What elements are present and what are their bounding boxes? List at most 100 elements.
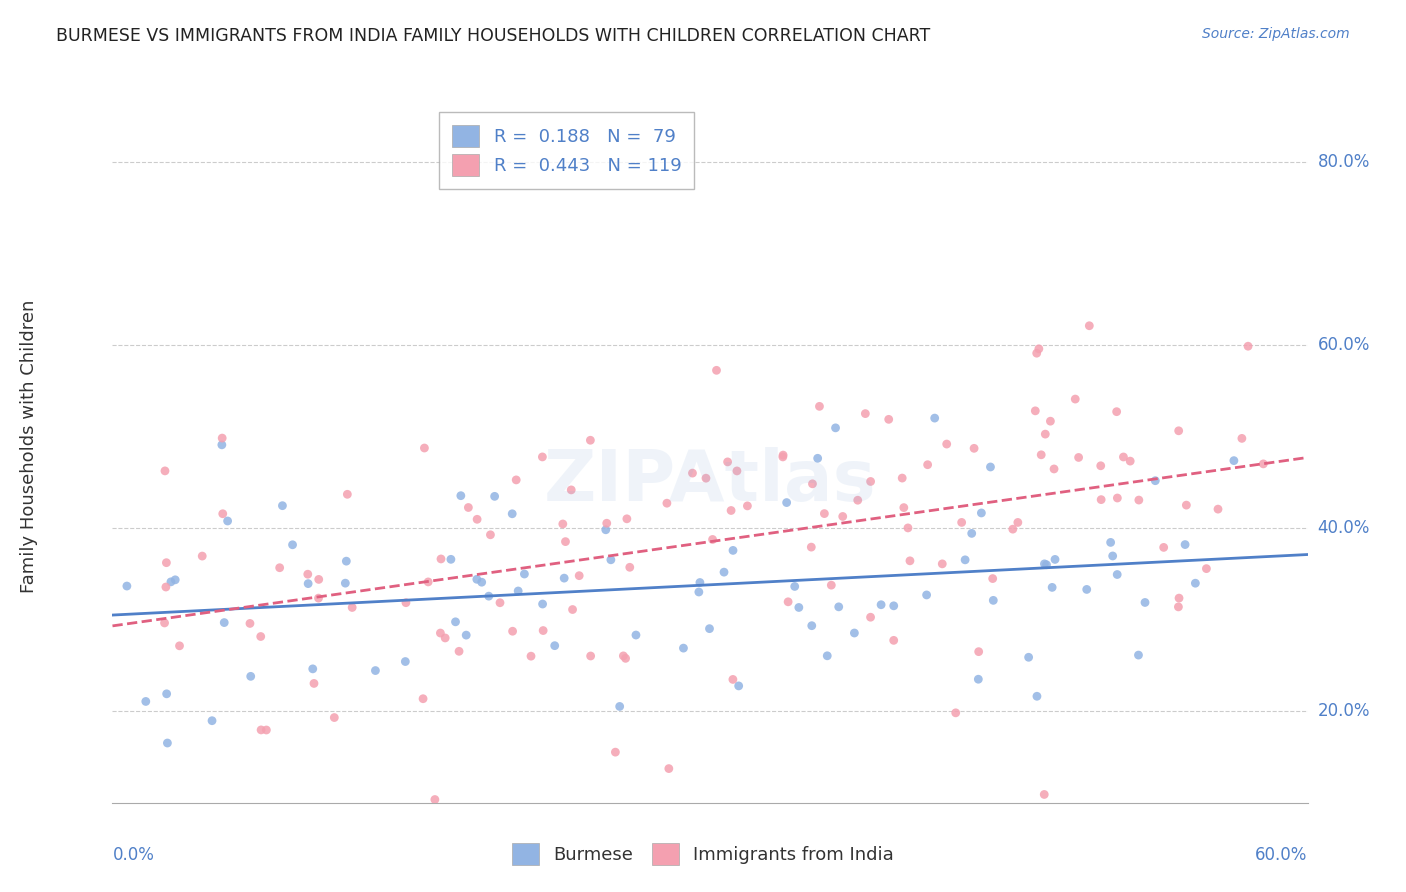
Point	[308, 591, 330, 606]
Point	[813, 507, 835, 521]
Point	[544, 639, 567, 653]
Text: 60.0%: 60.0%	[1317, 336, 1369, 354]
Point	[502, 624, 524, 639]
Point	[364, 664, 387, 678]
Text: 80.0%: 80.0%	[1317, 153, 1369, 171]
Point	[717, 455, 740, 469]
Point	[211, 438, 233, 452]
Point	[335, 554, 357, 568]
Point	[935, 437, 957, 451]
Point	[800, 540, 823, 554]
Point	[981, 572, 1004, 586]
Point	[412, 691, 434, 706]
Point	[447, 644, 470, 658]
Point	[554, 534, 576, 549]
Point	[191, 549, 214, 563]
Point	[820, 578, 842, 592]
Point	[605, 745, 627, 759]
Point	[156, 687, 179, 701]
Point	[444, 615, 467, 629]
Point	[1195, 561, 1218, 575]
Point	[153, 615, 176, 630]
Point	[831, 509, 853, 524]
Point	[815, 648, 838, 663]
Point	[450, 489, 472, 503]
Point	[612, 648, 634, 663]
Point	[891, 471, 914, 485]
Point	[281, 538, 304, 552]
Text: 40.0%: 40.0%	[1317, 519, 1369, 537]
Point	[725, 464, 748, 478]
Point	[695, 471, 717, 485]
Legend: Burmese, Immigrants from India: Burmese, Immigrants from India	[503, 834, 903, 874]
Point	[413, 441, 436, 455]
Point	[706, 363, 728, 377]
Point	[953, 553, 976, 567]
Point	[434, 631, 457, 645]
Point	[479, 528, 502, 542]
Point	[1128, 493, 1150, 508]
Point	[1230, 431, 1253, 445]
Point	[898, 554, 921, 568]
Point	[553, 571, 575, 585]
Point	[1035, 558, 1057, 572]
Point	[1018, 650, 1040, 665]
Point	[1026, 690, 1049, 704]
Point	[335, 576, 357, 591]
Point	[595, 523, 617, 537]
Point	[846, 493, 869, 508]
Point	[301, 662, 323, 676]
Point	[859, 610, 882, 624]
Point	[1043, 552, 1066, 566]
Point	[465, 512, 488, 526]
Point	[1105, 405, 1128, 419]
Point	[960, 526, 983, 541]
Point	[1078, 318, 1101, 333]
Point	[624, 628, 647, 642]
Point	[336, 487, 359, 501]
Point	[1099, 535, 1122, 549]
Point	[155, 580, 177, 594]
Point	[201, 714, 224, 728]
Point	[924, 411, 946, 425]
Point	[471, 575, 494, 590]
Point	[772, 450, 794, 464]
Point	[800, 618, 823, 632]
Point	[772, 448, 794, 462]
Point	[429, 626, 451, 640]
Text: 60.0%: 60.0%	[1256, 846, 1308, 863]
Point	[967, 672, 990, 686]
Point	[727, 679, 749, 693]
Point	[1076, 582, 1098, 597]
Point	[153, 464, 176, 478]
Point	[967, 645, 990, 659]
Point	[513, 567, 536, 582]
Point	[1112, 450, 1135, 464]
Point	[160, 574, 183, 589]
Point	[520, 649, 543, 664]
Point	[1206, 502, 1229, 516]
Point	[271, 499, 294, 513]
Point	[1001, 522, 1024, 536]
Point	[609, 699, 631, 714]
Point	[1174, 538, 1197, 552]
Point	[395, 596, 418, 610]
Point	[950, 516, 973, 530]
Text: 0.0%: 0.0%	[112, 846, 155, 863]
Point	[531, 450, 554, 464]
Point	[877, 412, 900, 426]
Point	[713, 565, 735, 579]
Point	[616, 512, 638, 526]
Point	[917, 458, 939, 472]
Point	[1033, 427, 1056, 442]
Point	[1223, 453, 1246, 467]
Point	[1064, 392, 1087, 406]
Point	[787, 600, 810, 615]
Text: 20.0%: 20.0%	[1317, 702, 1369, 721]
Point	[859, 475, 882, 489]
Point	[1025, 346, 1047, 360]
Text: Family Households with Children: Family Households with Children	[20, 300, 38, 592]
Point	[1028, 342, 1050, 356]
Point	[1253, 457, 1275, 471]
Point	[1168, 591, 1191, 606]
